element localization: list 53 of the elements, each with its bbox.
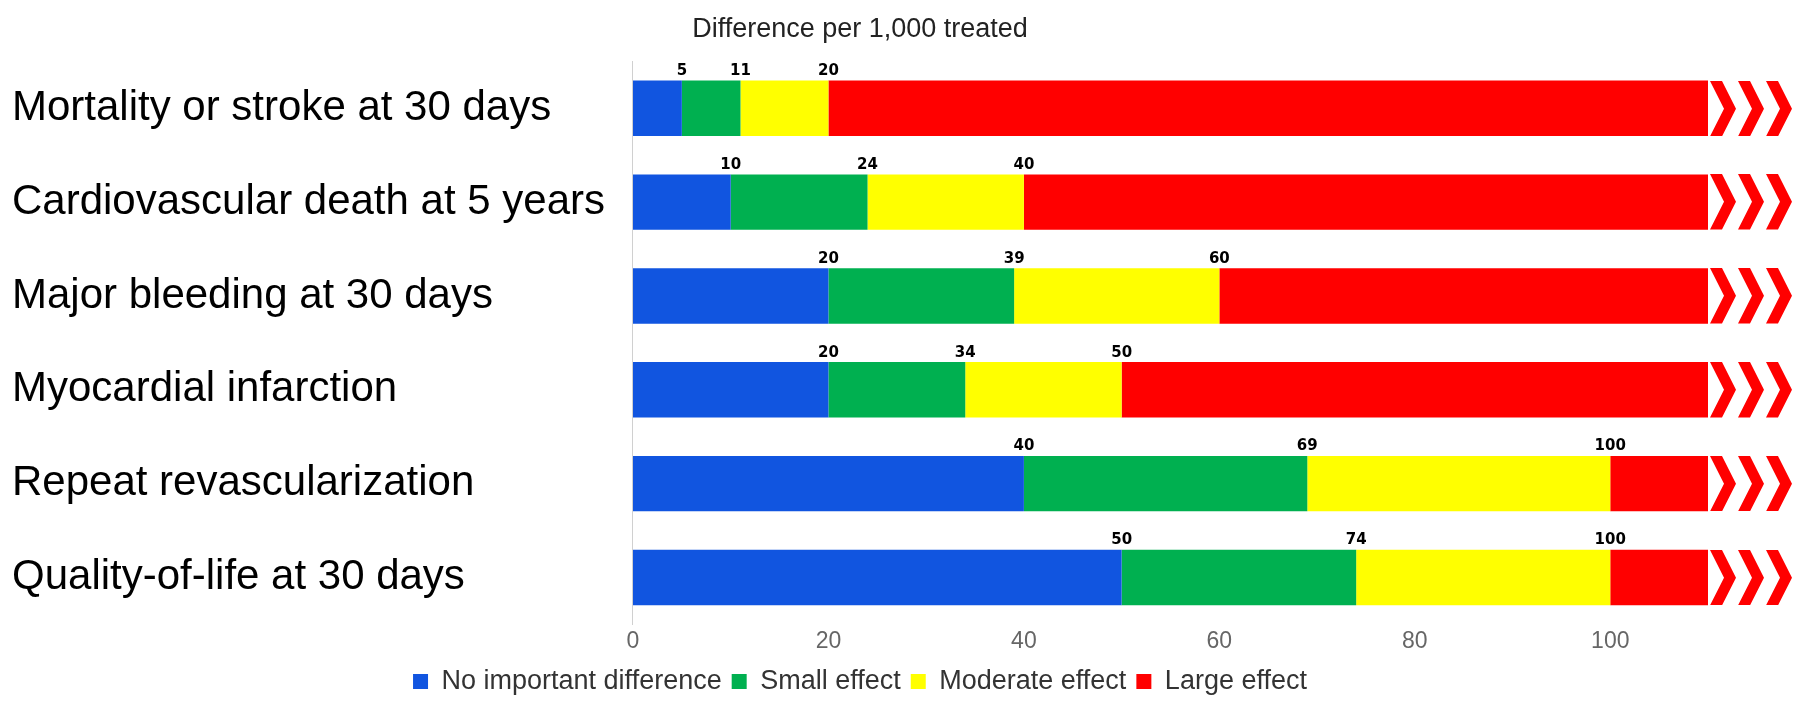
annotation: 39	[1003, 248, 1025, 267]
annotation: 20	[818, 248, 839, 267]
annotation: 40	[1013, 154, 1035, 173]
annotation: 74	[1345, 530, 1367, 549]
bar	[632, 455, 1024, 512]
y-tick-label: Major bleeding at 30 days	[12, 269, 493, 317]
annotation: 40	[1013, 436, 1035, 455]
annotation: 24	[857, 154, 878, 173]
bar	[740, 80, 829, 137]
legend-label: Moderate effect	[939, 664, 1127, 695]
bar	[1023, 455, 1308, 512]
annotation: 20	[818, 342, 839, 361]
annotation: 50	[1111, 342, 1133, 361]
bar	[1307, 455, 1611, 512]
bar	[1121, 549, 1357, 606]
y-tick-label: Quality-of-life at 30 days	[12, 551, 465, 599]
legend-label: No important difference	[441, 664, 722, 695]
annotation: 20	[818, 61, 839, 80]
y-tick-label: Repeat revascularization	[12, 457, 475, 505]
x-tick-label: 60	[1206, 626, 1233, 653]
bar	[965, 362, 1122, 418]
bar	[632, 174, 731, 230]
x-tick-label: 20	[815, 626, 842, 653]
annotation: 100	[1594, 530, 1626, 549]
x-tick-label: 40	[1011, 626, 1037, 653]
y-tick-label: Myocardial infarction	[12, 363, 398, 411]
bar	[828, 362, 966, 418]
annotation: 10	[720, 154, 742, 173]
bar	[828, 268, 1015, 324]
legend-label: Small effect	[760, 664, 902, 695]
bar	[1356, 549, 1611, 606]
annotation: 60	[1208, 248, 1230, 267]
bar	[681, 80, 741, 137]
annotation: 11	[730, 61, 751, 80]
annotation: 34	[954, 342, 976, 361]
legend-label: Large effect	[1164, 664, 1308, 695]
bar	[730, 174, 868, 230]
bar	[632, 362, 829, 418]
x-tick-label: 0	[626, 626, 640, 653]
y-tick-label: Cardiovascular death at 5 years	[12, 175, 605, 223]
annotation: 5	[676, 61, 688, 80]
chart-title: Difference per 1,000 treated	[692, 12, 1028, 43]
annotation: 69	[1296, 436, 1318, 455]
bar	[1014, 268, 1220, 324]
annotation: 100	[1594, 436, 1626, 455]
bar	[632, 549, 1122, 606]
x-tick-label: 80	[1402, 626, 1428, 653]
y-tick-label: Mortality or stroke at 30 days	[12, 81, 552, 129]
x-tick-label: 100	[1591, 626, 1630, 653]
bar	[867, 174, 1024, 230]
annotation: 50	[1111, 530, 1133, 549]
bar	[632, 268, 829, 324]
bar	[632, 80, 682, 137]
